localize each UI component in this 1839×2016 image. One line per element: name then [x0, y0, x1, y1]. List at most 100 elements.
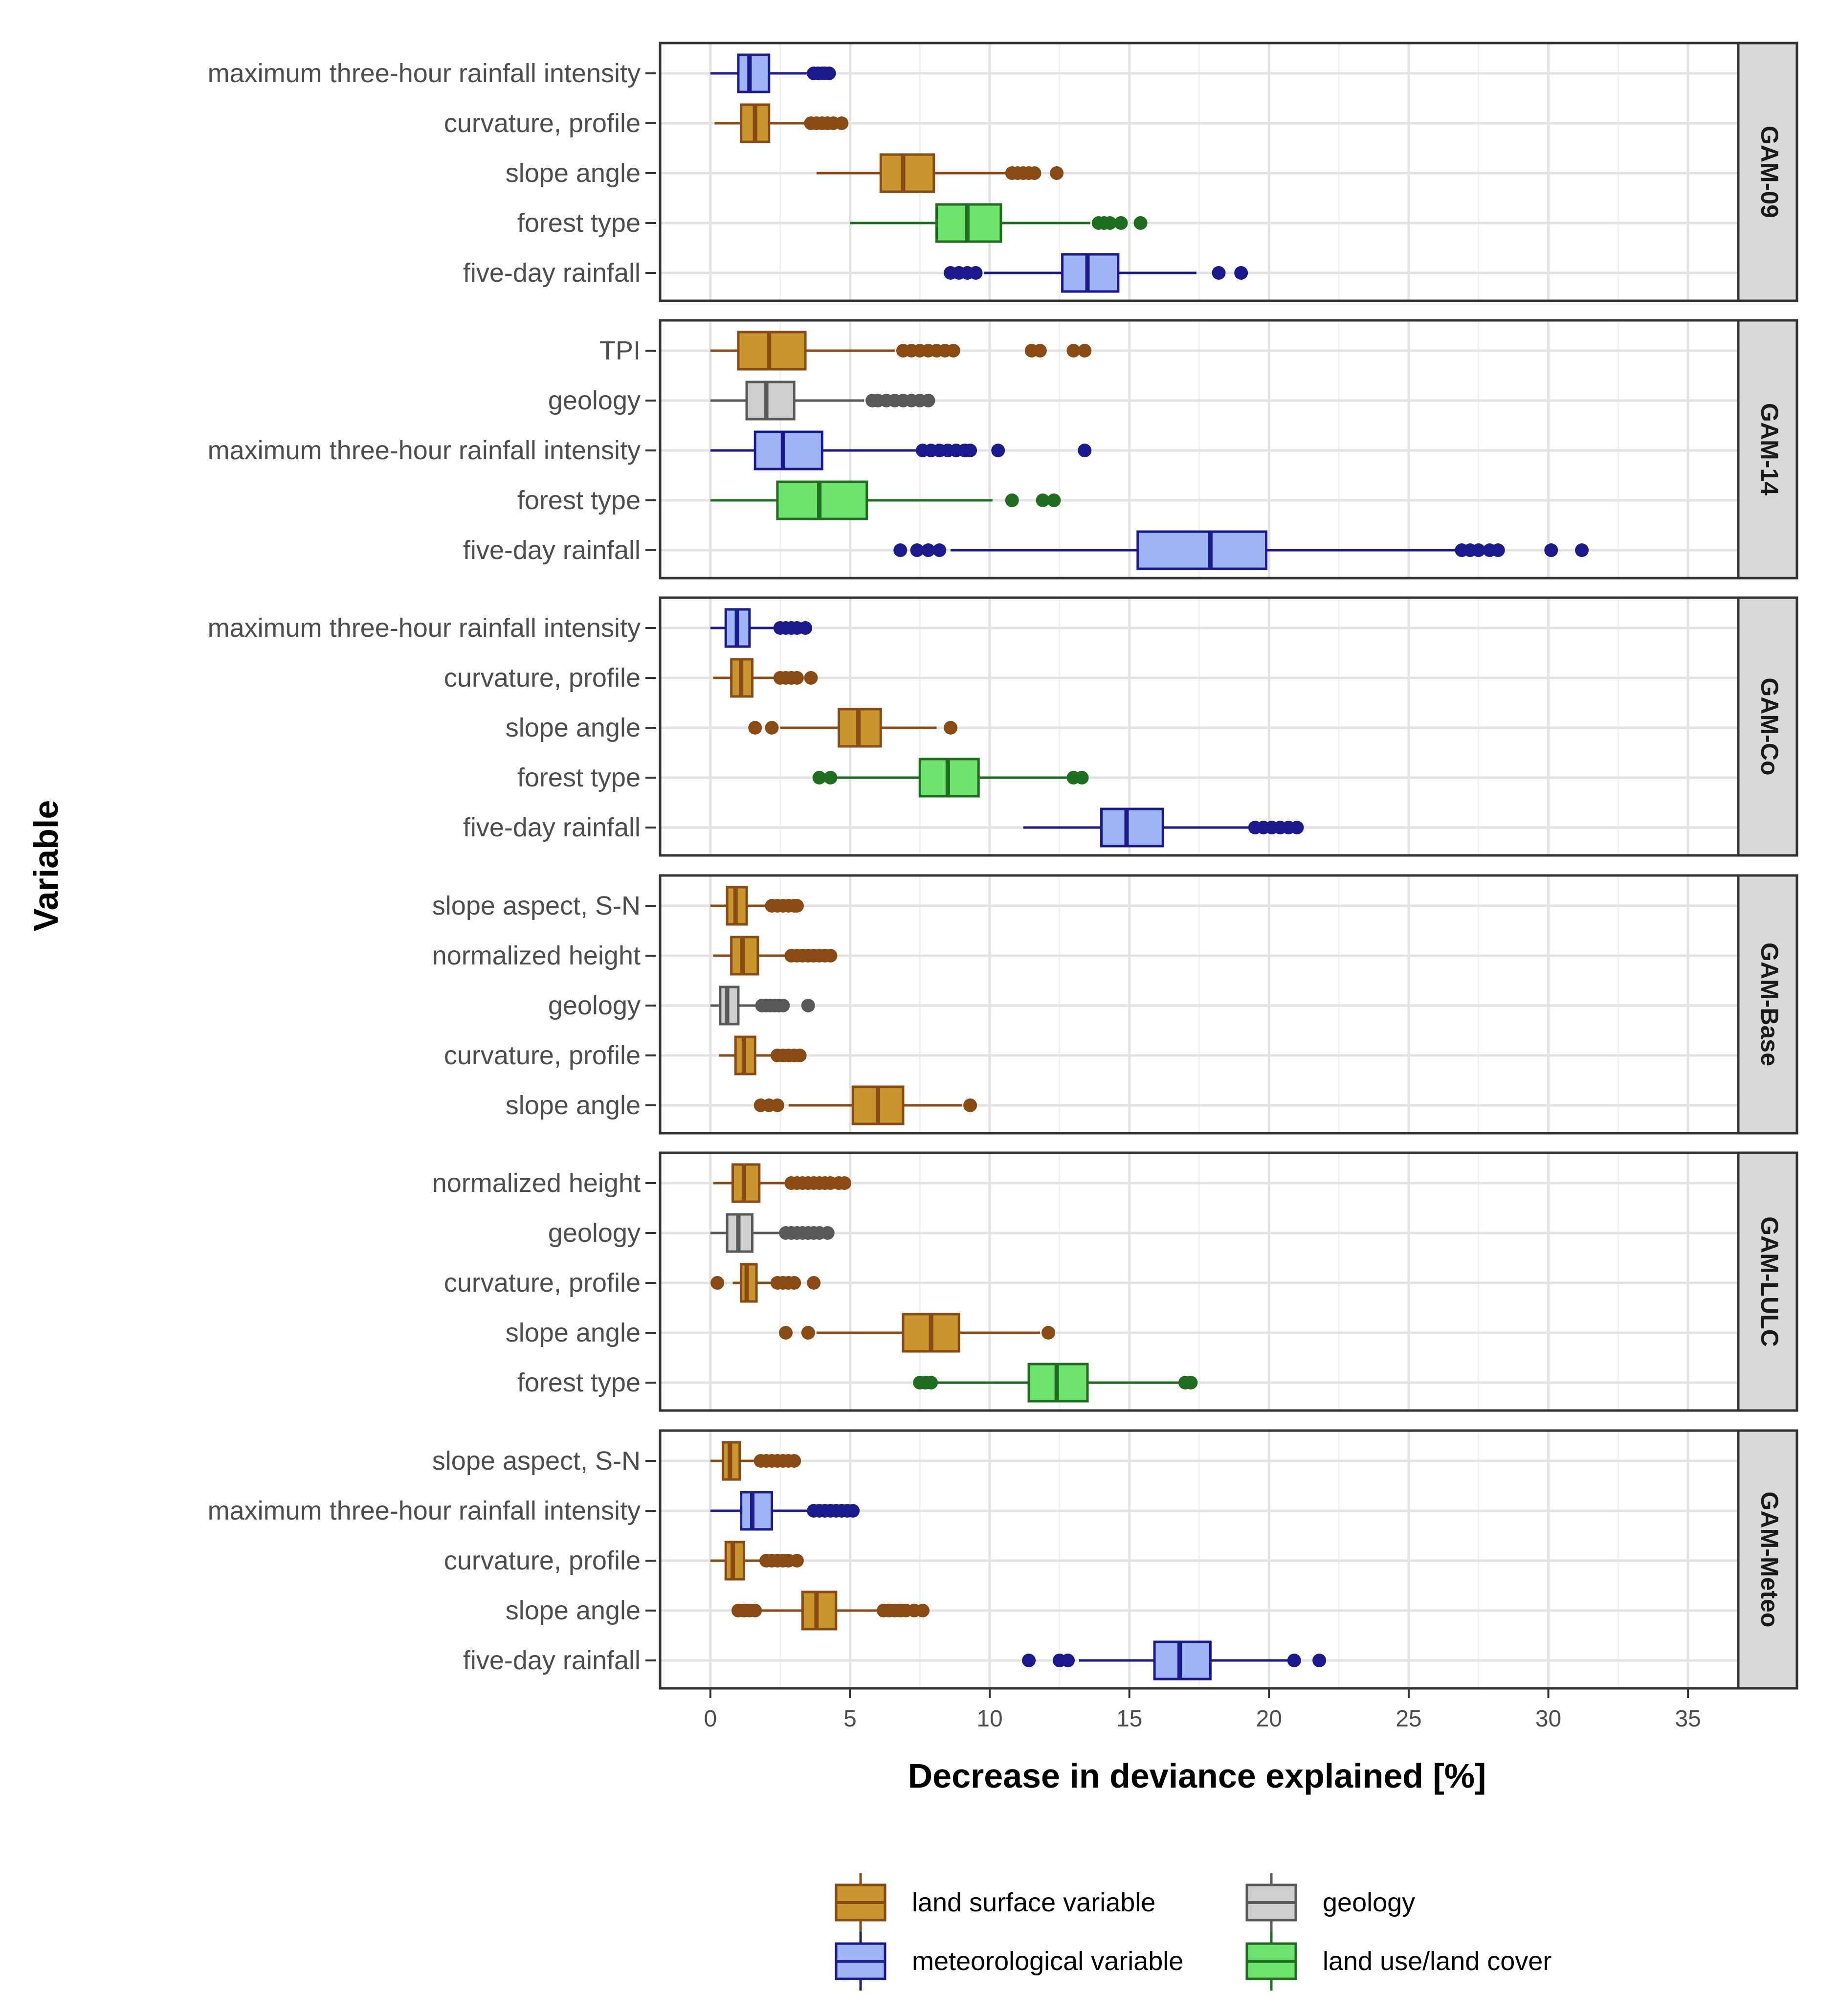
- y-tick-label: normalized height: [432, 1168, 641, 1198]
- facet-strip: [1737, 1151, 1798, 1412]
- outlier-point: [1312, 1654, 1327, 1667]
- outlier-point: [1078, 344, 1092, 358]
- box-row: five-day rainfall: [463, 1640, 1327, 1680]
- box-iqr: [753, 430, 823, 470]
- outlier-point: [1234, 266, 1248, 280]
- panels-layer: maximum three-hour rainfall intensity cur…: [208, 42, 1798, 1690]
- outlier-point: [804, 671, 818, 685]
- box-iqr: [1061, 253, 1120, 293]
- box-row: TPI: [599, 331, 1092, 371]
- y-tick-label: maximum three-hour rainfall intensity: [208, 436, 641, 465]
- outlier-point: [790, 899, 804, 913]
- outlier-point: [812, 771, 826, 784]
- panel-gam-lulc: normalized height geology curvature, profi…: [432, 1151, 1798, 1412]
- outlier-point: [932, 543, 947, 557]
- y-tick-label: slope angle: [506, 713, 641, 742]
- outlier-point: [770, 1098, 784, 1112]
- x-axis: 0 5 10 15 20 25 30 35: [704, 1688, 1701, 1732]
- y-tick-label: slope angle: [506, 1596, 641, 1625]
- outlier-point: [1103, 216, 1117, 230]
- outlier-point: [798, 621, 813, 635]
- outlier-point: [846, 1504, 860, 1518]
- box-row: normalized height: [432, 936, 838, 976]
- box-iqr: [801, 1590, 838, 1631]
- box-row: maximum three-hour rainfall intensity: [208, 608, 813, 648]
- outlier-point: [1050, 166, 1064, 180]
- y-tick-label: five-day rainfall: [463, 1646, 641, 1675]
- outlier-point: [1041, 1326, 1056, 1340]
- y-tick-label: curvature, profile: [444, 1268, 641, 1298]
- outlier-point: [1287, 1654, 1301, 1667]
- outlier-point: [787, 1276, 801, 1290]
- box-row: slope angle: [506, 1313, 1056, 1353]
- y-tick-label: curvature, profile: [444, 1041, 641, 1070]
- box-row: forest type: [517, 480, 1061, 520]
- box-row: slope aspect, S-N: [432, 886, 804, 926]
- y-axis-title: Variable: [27, 800, 65, 932]
- box-iqr: [737, 53, 771, 93]
- outlier-point: [835, 116, 849, 130]
- outlier-point: [1075, 771, 1089, 784]
- y-tick-label: slope angle: [506, 1091, 641, 1120]
- box-row: geology: [548, 1213, 835, 1253]
- y-tick-label: slope aspect, S-N: [432, 1446, 641, 1476]
- x-tick-label: 35: [1675, 1706, 1701, 1732]
- legend-label: land use/land cover: [1323, 1947, 1551, 1976]
- outlier-point: [1022, 1654, 1036, 1667]
- outlier-point: [779, 1326, 793, 1340]
- outlier-point: [963, 444, 977, 457]
- y-tick-label: geology: [548, 386, 641, 415]
- legend-label: land surface variable: [912, 1888, 1155, 1917]
- y-tick-label: geology: [548, 1218, 641, 1248]
- outlier-point: [963, 1098, 977, 1112]
- y-tick-label: geology: [548, 991, 641, 1020]
- outlier-point: [921, 543, 935, 557]
- legend-label: meteorological variable: [912, 1947, 1183, 1976]
- x-tick-label: 20: [1256, 1706, 1282, 1732]
- facet-strip-label: GAM-Base: [1756, 942, 1783, 1066]
- outlier-point: [748, 721, 762, 735]
- x-tick-label: 0: [704, 1706, 717, 1732]
- box-iqr: [879, 153, 935, 193]
- box-row: slope angle: [506, 1085, 977, 1125]
- outlier-point: [1027, 166, 1041, 180]
- outlier-point: [776, 999, 790, 1012]
- box-iqr: [1153, 1640, 1212, 1680]
- facet-strip-label: GAM-Co: [1756, 678, 1783, 776]
- legend-key: [835, 1873, 886, 1932]
- box-row: maximum three-hour rainfall intensity: [208, 430, 1092, 470]
- box-row: forest type: [517, 203, 1148, 243]
- outlier-point: [969, 266, 983, 280]
- y-tick-label: forest type: [517, 1368, 641, 1397]
- y-tick-label: slope angle: [506, 1318, 641, 1347]
- y-tick-label: five-day rainfall: [463, 258, 641, 288]
- box-row: geology: [548, 381, 935, 421]
- outlier-point: [893, 543, 908, 557]
- x-axis-title: Decrease in deviance explained [%]: [908, 1757, 1486, 1795]
- box-row: curvature, profile: [444, 1541, 804, 1581]
- box-row: forest type: [517, 758, 1089, 798]
- box-iqr: [740, 1491, 773, 1531]
- outlier-point: [1575, 543, 1589, 557]
- y-tick-label: slope angle: [506, 158, 641, 188]
- y-tick-label: curvature, profile: [444, 109, 641, 138]
- outlier-point: [820, 1226, 835, 1240]
- outlier-point: [822, 67, 836, 80]
- x-tick-label: 15: [1116, 1706, 1142, 1732]
- outlier-point: [1471, 543, 1485, 557]
- y-tick-label: forest type: [517, 208, 641, 238]
- panel-gam-meteo: slope aspect, S-N maximum three-hour rain…: [208, 1429, 1798, 1690]
- outlier-point: [1061, 1654, 1075, 1667]
- x-tick-label: 10: [976, 1706, 1002, 1732]
- outlier-point: [787, 1454, 801, 1468]
- outlier-point: [1212, 266, 1226, 280]
- outlier-point: [1036, 493, 1050, 507]
- outlier-point: [710, 1276, 725, 1290]
- box-iqr: [1100, 807, 1164, 848]
- box-iqr: [745, 381, 796, 421]
- box-iqr: [1136, 530, 1268, 570]
- y-tick-label: maximum three-hour rainfall intensity: [208, 59, 641, 88]
- outlier-point: [1491, 543, 1505, 557]
